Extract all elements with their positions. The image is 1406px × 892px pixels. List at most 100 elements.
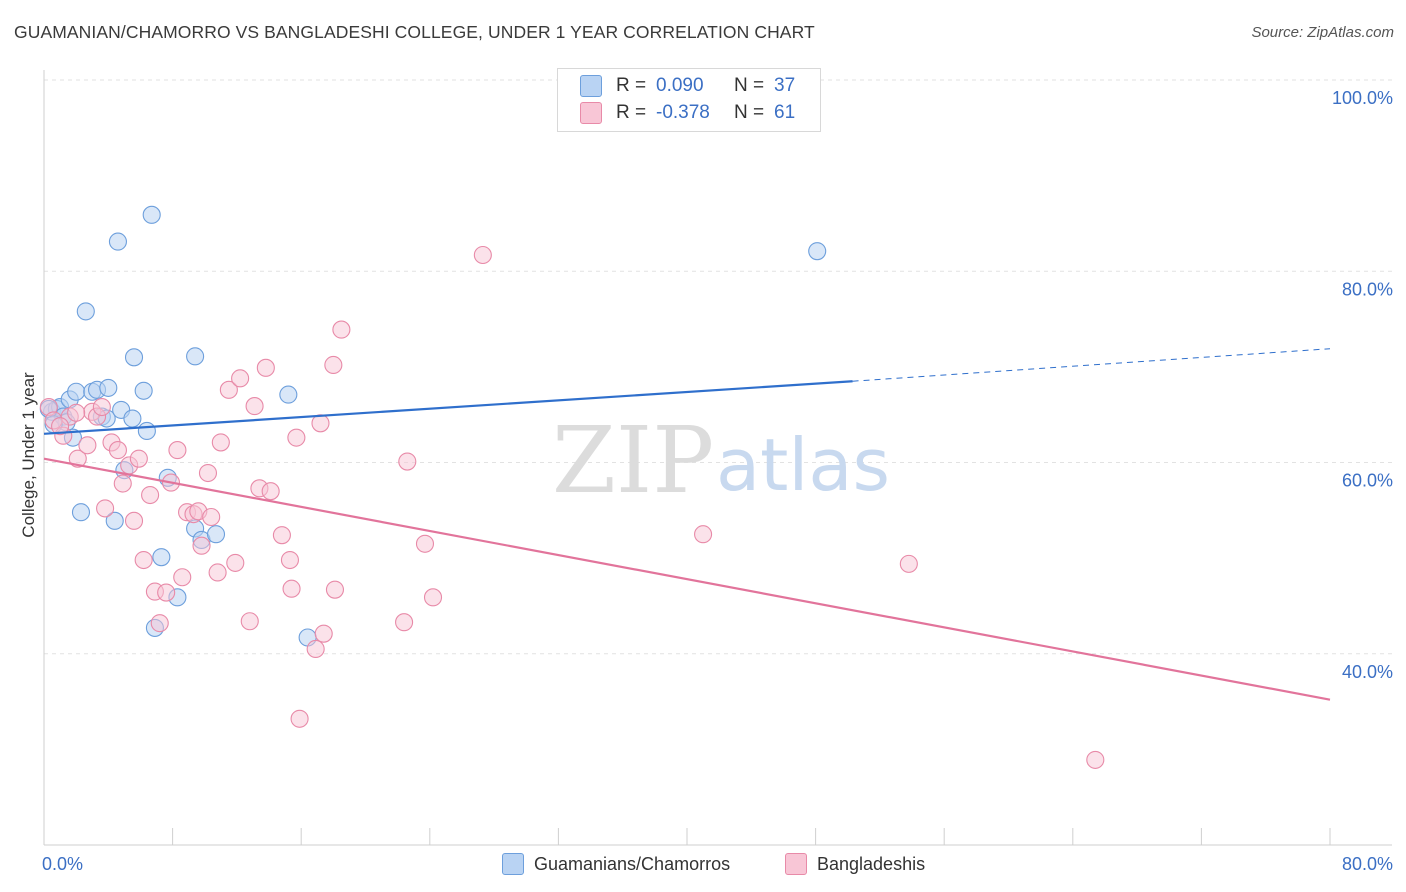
y-tick-label: 100.0% [1332,88,1393,108]
n-value: 61 [774,102,796,123]
legend-row-guamanian: R = 0.090 N = 37 [580,73,796,99]
point-guamanian [123,409,142,428]
watermark-atlas: atlas [716,423,890,507]
series-legend-bangladeshi: Bangladeshis [785,852,925,876]
point-guamanian [137,421,156,440]
point-bangladeshi [92,397,111,417]
r-label: R = [616,102,647,123]
r-value: 0.090 [656,75,704,96]
point-guamanian [206,525,226,544]
point-bangladeshi [287,428,306,447]
point-bangladeshi [398,452,417,471]
point-bangladeshi [150,614,169,633]
point-guamanian [76,302,95,321]
point-bangladeshi [415,534,435,553]
point-bangladeshi [311,414,330,433]
trend-lines [43,348,1331,701]
legend-label: Guamanians/Chamorros [534,853,731,874]
point-guamanian [186,347,205,366]
point-bangladeshi [694,525,713,544]
point-bangladeshi [168,441,187,460]
r-label: R = [616,75,647,96]
point-guamanian [99,378,118,397]
point-bangladeshi [51,417,70,436]
point-bangladeshi [272,526,291,545]
point-guamanian [152,548,171,567]
trend-guamanian-extension [852,348,1331,382]
point-bangladeshi [245,397,264,416]
point-guamanian [142,205,161,224]
point-bangladeshi [68,449,87,468]
point-bangladeshi [208,563,227,582]
source-label: Source: ZipAtlas.com [1251,24,1394,41]
point-bangladeshi [395,613,414,632]
point-bangladeshi [134,550,153,570]
point-guamanian [124,348,144,367]
point-bangladeshi [198,463,218,483]
point-bangladeshi [899,554,918,573]
scatter-points [39,205,1105,769]
point-guamanian [105,511,124,530]
legend-swatch-guamanian [580,75,602,97]
point-bangladeshi [78,436,97,455]
chart-title: GUAMANIAN/CHAMORRO VS BANGLADESHI COLLEG… [14,22,815,42]
point-bangladeshi [332,320,351,339]
point-bangladeshi [192,536,211,555]
series-legend-guamanian: Guamanians/Chamorros [502,852,730,876]
r-value: -0.378 [656,102,710,123]
n-value: 37 [774,75,796,96]
point-bangladeshi [211,433,230,452]
point-bangladeshi [124,511,144,530]
legend-row-bangladeshi: R = -0.378 N = 61 [580,100,796,126]
point-bangladeshi [202,507,221,527]
point-bangladeshi [473,245,492,265]
point-bangladeshi [1086,750,1105,769]
point-guamanian [134,381,153,400]
x-ticks [43,828,1331,845]
y-tick-label: 60.0% [1342,471,1393,491]
point-bangladeshi [231,369,250,388]
point-bangladeshi [113,474,132,493]
point-bangladeshi [67,403,86,422]
point-bangladeshi [261,482,280,501]
trend-bangladeshi [43,457,1331,701]
point-bangladeshi [157,583,176,602]
point-bangladeshi [108,441,127,460]
watermark-zip: ZIP [552,407,714,514]
n-label: N = [734,75,765,96]
point-guamanian [108,232,127,251]
x-tick-label-min: 0.0% [42,854,83,874]
axes [43,70,1392,846]
grid-lines [44,79,1392,655]
point-bangladeshi [96,499,115,518]
point-bangladeshi [129,449,148,468]
x-tick-label-max: 80.0% [1342,854,1393,874]
point-bangladeshi [173,568,192,587]
legend-swatch-bangladeshi [580,102,602,124]
point-bangladeshi [314,624,333,643]
point-bangladeshi [423,588,443,607]
point-bangladeshi [141,485,160,505]
point-bangladeshi [306,639,325,659]
legend-label: Bangladeshis [817,853,926,874]
point-bangladeshi [324,355,343,375]
y-tick-label: 80.0% [1342,279,1393,299]
watermark: ZIP atlas [552,407,890,514]
correlation-legend: R = 0.090 N = 37 R = -0.378 N = 61 [557,68,821,132]
y-tick-labels: 40.0% 60.0% 80.0% 100.0% [1332,88,1393,682]
point-bangladeshi [226,553,245,572]
point-bangladeshi [282,579,301,598]
trend-guamanian [43,380,853,435]
y-tick-label: 40.0% [1342,662,1393,682]
legend-swatch [502,853,524,875]
point-guamanian [71,503,91,522]
point-bangladeshi [290,709,309,728]
point-guamanian [279,385,298,404]
y-axis-label: College, Under 1 year [19,372,38,538]
point-guamanian [67,382,86,401]
point-bangladeshi [219,380,238,399]
point-bangladeshi [325,580,345,599]
n-label: N = [734,102,765,123]
legend-swatch [785,853,807,875]
